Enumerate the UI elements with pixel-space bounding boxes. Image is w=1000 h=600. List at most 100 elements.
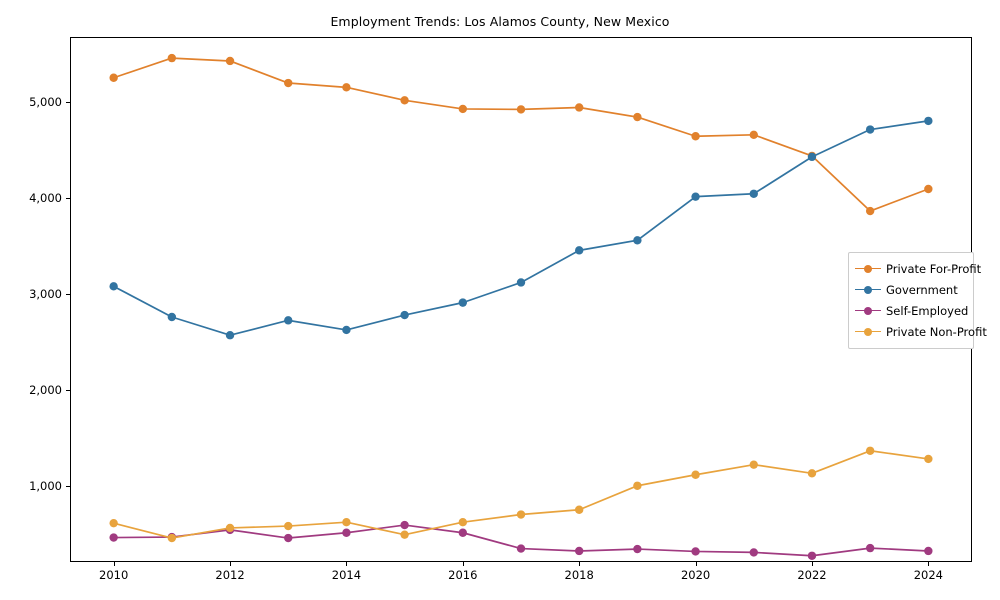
data-point (865, 543, 875, 553)
data-point (574, 246, 584, 255)
series-private-for-profit (109, 53, 933, 216)
data-point (633, 112, 642, 122)
x-axis-tick-label: 2016 (448, 568, 478, 582)
data-point (865, 206, 875, 216)
data-point (342, 528, 351, 537)
x-axis-tick-label: 2020 (680, 568, 711, 582)
y-axis-tick-mark (66, 389, 70, 391)
legend-item[interactable]: Self-Employed (855, 300, 969, 321)
data-point (574, 103, 584, 112)
x-axis-tick-mark (928, 562, 930, 566)
series-government (109, 116, 933, 340)
data-point (924, 184, 933, 194)
legend-marker-icon (855, 263, 881, 275)
data-point (924, 454, 933, 464)
y-axis-tick-mark (66, 198, 70, 200)
chart-title: Employment Trends: Los Alamos County, Ne… (330, 14, 670, 29)
x-axis-tick-label: 2014 (331, 568, 362, 582)
data-point (574, 546, 584, 556)
data-point (516, 510, 526, 519)
x-axis-tick-mark (811, 562, 813, 566)
data-point (284, 316, 293, 325)
series-line (112, 57, 930, 212)
data-point (342, 518, 351, 527)
data-point (633, 481, 642, 490)
data-point (400, 530, 409, 539)
legend-marker-icon (855, 305, 881, 317)
data-point (633, 236, 642, 245)
series-private-non-profit (109, 446, 933, 543)
x-axis-tick-label: 2022 (797, 568, 827, 582)
data-point (865, 125, 875, 134)
data-point (691, 132, 700, 141)
chart-legend[interactable]: Private For-Profit Government Self-Employe… (848, 252, 987, 349)
data-point (749, 460, 758, 469)
data-point (458, 298, 468, 307)
data-point (284, 533, 293, 543)
data-point (807, 551, 817, 560)
x-axis-tick-label: 2024 (913, 568, 943, 582)
data-point (342, 83, 351, 92)
x-axis-tick-mark (113, 562, 115, 566)
y-axis-tick-label: 1,000 (29, 478, 62, 493)
y-axis-tick-mark (66, 485, 70, 487)
data-point (516, 278, 526, 287)
data-point (400, 96, 409, 105)
data-point (807, 152, 817, 162)
data-point (225, 56, 235, 66)
data-point (400, 310, 409, 320)
legend-marker-icon (855, 284, 881, 296)
x-axis-tick-mark (579, 562, 581, 566)
data-point (749, 189, 758, 198)
data-point (458, 104, 468, 114)
legend-item[interactable]: Private Non-Profit (855, 321, 987, 342)
data-point (924, 546, 933, 556)
data-point (691, 470, 700, 479)
legend-item-label: Private For-Profit (886, 261, 982, 276)
data-point (342, 325, 351, 335)
x-axis-tick-label: 2010 (99, 568, 129, 582)
data-point (109, 533, 118, 542)
data-point (167, 533, 177, 543)
legend-item[interactable]: Private For-Profit (855, 258, 981, 279)
data-point (516, 105, 526, 114)
legend-item-label: Government (886, 282, 958, 297)
data-point (691, 192, 700, 201)
legend-item-label: Private Non-Profit (886, 324, 987, 339)
y-axis-ticks: 1,000 2,000 3,000 4,000 5,000 (0, 0, 70, 600)
legend-marker-icon (855, 326, 881, 338)
x-axis-tick-label: 2018 (564, 568, 594, 582)
data-point (225, 331, 235, 340)
data-point (167, 53, 177, 63)
data-point (691, 547, 700, 556)
data-point (924, 116, 933, 126)
data-point (807, 469, 817, 478)
data-point (284, 78, 293, 88)
data-point (749, 548, 758, 557)
y-axis-tick-mark (66, 102, 70, 104)
y-axis-tick-mark (66, 293, 70, 295)
data-point (458, 518, 468, 527)
data-point (225, 523, 235, 533)
data-point (109, 73, 118, 82)
y-axis-tick-label: 4,000 (29, 191, 62, 206)
x-axis-tick-mark (695, 562, 697, 566)
y-axis-tick-label: 3,000 (29, 286, 62, 301)
legend-item-label: Self-Employed (886, 303, 969, 318)
data-point (865, 446, 875, 455)
data-point (516, 544, 526, 553)
y-axis-tick-label: 5,000 (29, 95, 62, 110)
data-point (284, 521, 293, 531)
series-line (112, 449, 930, 539)
series-plot (109, 53, 933, 560)
data-point (109, 518, 118, 528)
legend-item[interactable]: Government (855, 279, 967, 300)
x-axis-tick-mark (346, 562, 348, 566)
data-point (633, 544, 642, 554)
y-axis-tick-label: 2,000 (29, 382, 62, 397)
x-axis-tick-label: 2012 (215, 568, 245, 582)
data-point (458, 528, 468, 537)
x-axis-tick-mark (230, 562, 232, 566)
